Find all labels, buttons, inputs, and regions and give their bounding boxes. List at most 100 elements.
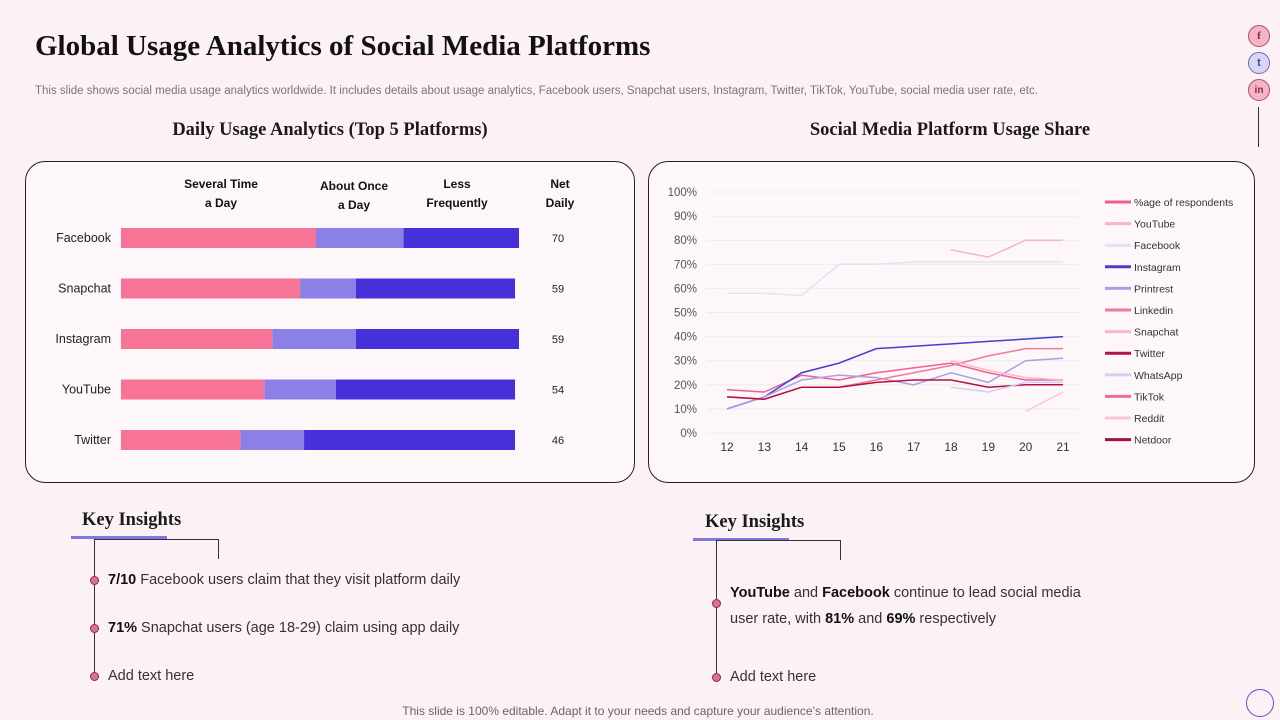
linkedin-icon[interactable]: in <box>1248 79 1270 101</box>
series-line <box>726 379 1063 401</box>
bar-segment-3 <box>304 430 516 450</box>
y-tick-label: 60% <box>674 283 697 295</box>
page-title: Global Usage Analytics of Social Media P… <box>35 30 651 62</box>
footer-note: This slide is 100% editable. Adapt it to… <box>402 704 874 718</box>
x-tick-label: 20 <box>1019 440 1033 454</box>
net-daily-value: 59 <box>552 284 564 296</box>
net-daily-value: 46 <box>552 435 564 447</box>
bullet-dot <box>90 624 99 633</box>
legend-label: Snapchat <box>1134 327 1178 339</box>
net-daily-value: 54 <box>552 385 564 397</box>
bar-chart: Several Time a Day About Once a Day Less… <box>55 177 575 450</box>
legend-label: Linkedin <box>1134 305 1173 317</box>
x-tick-label: 18 <box>944 440 958 454</box>
header-once-line2: a Day <box>338 198 370 212</box>
series-line <box>1025 391 1064 412</box>
legend-label: YouTube <box>1134 219 1175 231</box>
x-tick-label: 17 <box>907 440 921 454</box>
key-insights-right-line <box>716 540 717 677</box>
series-line <box>950 359 1064 381</box>
key-insights-left-underline <box>71 536 167 539</box>
y-tick-label: 10% <box>674 404 697 416</box>
insight-left-3: Add text here <box>108 668 195 684</box>
key-insights-left-line <box>94 539 95 676</box>
y-tick-label: 90% <box>674 211 697 223</box>
bar-segment-2 <box>272 329 356 349</box>
y-tick-label: 30% <box>674 356 697 368</box>
insight-right-2: Add text here <box>730 669 817 685</box>
bar-segment-1 <box>121 278 301 299</box>
series-line <box>950 239 1063 258</box>
key-insights-right-underline <box>693 538 789 541</box>
header-several-line1: Several Time <box>184 177 258 191</box>
bullet-dot <box>90 672 99 681</box>
header-less-line2: Frequently <box>426 196 488 210</box>
legend-label: Twitter <box>1134 348 1165 360</box>
header-once-line1: About Once <box>320 179 388 193</box>
bar-segment-2 <box>300 278 356 299</box>
y-tick-label: 0% <box>680 428 697 440</box>
y-tick-label: 80% <box>674 235 697 247</box>
y-tick-label: 70% <box>674 259 697 271</box>
header-several-line2: a Day <box>205 196 237 210</box>
facebook-icon[interactable]: f <box>1248 25 1270 47</box>
category-label: Twitter <box>74 433 111 447</box>
legend-label: %age of respondents <box>1134 197 1233 209</box>
legend-label: Netdoor <box>1134 435 1172 447</box>
bar-segment-3 <box>335 379 516 400</box>
bar-segment-2 <box>316 228 404 248</box>
bar-chart-panel: Several Time a Day About Once a Day Less… <box>25 161 635 483</box>
x-tick-label: 21 <box>1056 440 1070 454</box>
bullet-dot <box>712 673 721 682</box>
series-line <box>726 335 1064 410</box>
bar-segment-3 <box>355 329 519 349</box>
bar-segment-1 <box>121 379 265 400</box>
legend-label: Facebook <box>1134 240 1181 252</box>
net-daily-value: 70 <box>552 233 564 245</box>
category-label: Snapchat <box>58 282 111 296</box>
bar-segment-1 <box>121 228 317 248</box>
series-line <box>727 261 1063 297</box>
header-less-line1: Less <box>443 177 471 191</box>
twitter-icon[interactable]: t <box>1248 52 1270 74</box>
bar-chart-heading: Daily Usage Analytics (Top 5 Platforms) <box>172 120 488 140</box>
bar-segment-3 <box>403 228 519 248</box>
x-tick-label: 16 <box>870 440 884 454</box>
bar-segment-1 <box>121 329 273 349</box>
bar-segment-2 <box>264 379 336 400</box>
x-tick-label: 19 <box>982 440 996 454</box>
category-label: Facebook <box>56 231 112 245</box>
insight-right-1: YouTube and Facebook continue to lead so… <box>730 585 1081 627</box>
x-tick-label: 13 <box>758 440 772 454</box>
line-chart-heading: Social Media Platform Usage Share <box>809 120 1091 140</box>
x-tick-label: 12 <box>720 440 734 454</box>
y-tick-label: 20% <box>674 380 697 392</box>
x-tick-label: 15 <box>832 440 846 454</box>
insight-left-1: 7/10 Facebook users claim that they visi… <box>108 572 461 588</box>
series-line <box>950 381 1063 393</box>
page-subtitle: This slide shows social media usage anal… <box>35 85 1038 97</box>
net-daily-value: 59 <box>552 334 564 346</box>
key-insights-left-title: Key Insights <box>82 510 182 530</box>
y-tick-label: 40% <box>674 332 697 344</box>
legend-label: Reddit <box>1134 413 1164 425</box>
social-divider <box>1258 107 1259 147</box>
insight-left-2: 71% Snapchat users (age 18-29) claim usi… <box>108 620 460 636</box>
category-label: YouTube <box>62 383 111 397</box>
key-insights-right-connector <box>716 540 841 560</box>
x-tick-label: 14 <box>795 440 809 454</box>
header-net-line1: Net <box>550 177 569 191</box>
bullet-dot <box>712 599 721 608</box>
legend-label: WhatsApp <box>1134 370 1183 382</box>
bar-segment-2 <box>240 430 305 450</box>
bar-segment-3 <box>355 278 516 299</box>
key-insights-right-title: Key Insights <box>705 512 805 532</box>
header-net-line2: Daily <box>546 196 575 210</box>
legend-label: Instagram <box>1134 262 1181 274</box>
legend-label: Printrest <box>1134 283 1173 295</box>
category-label: Instagram <box>55 332 111 346</box>
series-line <box>726 362 1063 393</box>
key-insights-left-connector <box>94 539 219 559</box>
y-tick-label: 100% <box>668 187 697 199</box>
series-line <box>726 357 1064 410</box>
